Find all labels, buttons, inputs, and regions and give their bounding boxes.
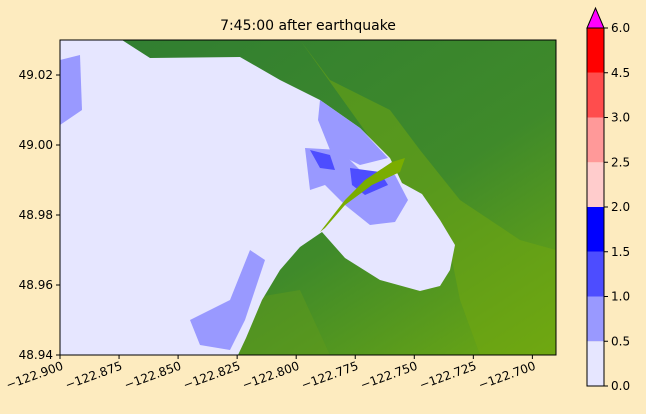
axes-frame bbox=[59, 39, 557, 356]
inundation bbox=[318, 100, 388, 165]
x-tick-label: −122.875 bbox=[63, 359, 124, 393]
colorbar-segment bbox=[587, 251, 604, 297]
colorbar-segment bbox=[587, 341, 604, 386]
chart-title: 7:45:00 after earthquake bbox=[220, 18, 396, 34]
colorbar-tick-label: 1.5 bbox=[611, 245, 630, 259]
colorbar-segment bbox=[587, 117, 604, 163]
x-tick-label: −122.750 bbox=[358, 359, 419, 393]
x-tick-label: −122.900 bbox=[4, 359, 65, 393]
y-tick-label: 49.02 bbox=[19, 68, 53, 82]
inundation bbox=[60, 55, 82, 125]
inundation bbox=[190, 250, 265, 350]
colorbar-tick-label: 2.0 bbox=[611, 200, 630, 214]
colorbar-tick-label: 0.5 bbox=[611, 334, 630, 348]
colorbar-extend bbox=[586, 6, 605, 29]
x-tick-label: −122.725 bbox=[417, 359, 478, 393]
colorbar-tick-label: 2.5 bbox=[611, 155, 630, 169]
map-raster bbox=[60, 40, 556, 355]
colorbar-segment bbox=[587, 296, 604, 342]
colorbar-tick-label: 6.0 bbox=[611, 21, 630, 35]
colorbar-tick-label: 1.0 bbox=[611, 290, 630, 304]
x-tick-label: −122.800 bbox=[240, 359, 301, 393]
water bbox=[60, 40, 455, 355]
lowland bbox=[240, 290, 330, 355]
colorbar-segment bbox=[587, 72, 604, 118]
spit bbox=[320, 158, 405, 232]
colorbar-tick-label: 3.0 bbox=[611, 111, 630, 125]
y-tick-label: 48.94 bbox=[19, 348, 53, 362]
x-tick-label: −122.850 bbox=[122, 359, 183, 393]
colorbar-segment bbox=[587, 162, 604, 207]
lowland bbox=[300, 40, 556, 355]
colorbar-segment bbox=[587, 28, 604, 73]
x-tick-label: −122.775 bbox=[299, 359, 360, 393]
y-tick-label: 48.96 bbox=[19, 278, 53, 292]
x-tick-label: −122.700 bbox=[477, 359, 538, 393]
y-tick-label: 48.98 bbox=[19, 208, 53, 222]
y-tick-label: 49.00 bbox=[19, 138, 53, 152]
colorbar-tick-label: 0.0 bbox=[611, 379, 630, 393]
x-tick-label: −122.825 bbox=[181, 359, 242, 393]
colorbar-segment bbox=[587, 207, 604, 252]
colorbar-tick-label: 4.5 bbox=[611, 66, 630, 80]
